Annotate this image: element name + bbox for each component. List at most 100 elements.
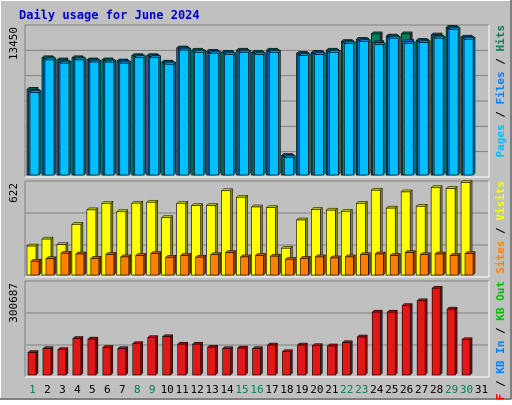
bar-pages-day-5-face <box>89 61 100 176</box>
bar-sites-day-10-face <box>165 257 175 276</box>
panel-top-legend-item-2: Files <box>494 71 507 104</box>
bar-sites-day-13-face <box>210 254 219 276</box>
bar-pages-day-17-face <box>269 52 279 176</box>
bar-kbf-day-17-face <box>267 344 276 376</box>
panel-top-legend: Pages / Files / Hits <box>494 25 507 158</box>
bar-sites-day-23-face <box>359 254 369 276</box>
bar-sites-day-21: Sites 21: 118 <box>329 255 341 276</box>
x-tick-label-day-2: 2 <box>44 383 51 396</box>
bar-kbf-day-16: KB F 16: 88000 <box>251 346 264 376</box>
bar-pages-day-16-face <box>254 54 264 176</box>
bar-kbf-day-21: KB F 21: 97000 <box>326 343 338 376</box>
x-tick-label-day-17: 17 <box>265 383 278 396</box>
panel-bottom-legend: KB F / KB In / KB Out <box>494 281 507 400</box>
x-tick-label-day-8: 8 <box>134 383 141 396</box>
bar-sites-day-14-side <box>233 249 236 276</box>
bar-pages-day-13-face <box>209 53 219 176</box>
bar-pages-day-7-side <box>128 60 132 176</box>
bar-kbf-day-27: KB F 27: 248000 <box>416 298 428 376</box>
bar-pages-day-17: Pages 17: 11300 <box>268 49 282 176</box>
bar-pages-day-11: Pages 11: 11500 <box>179 47 192 176</box>
bar-pages-day-8-side <box>143 55 147 176</box>
panel-bottom-legend-item-2: KB In <box>494 341 507 374</box>
bar-sites-day-9: Sites 9: 148 <box>150 250 162 276</box>
bar-sites-day-5: Sites 5: 115 <box>90 255 102 276</box>
x-tick-label-day-15: 15 <box>235 383 248 396</box>
bar-pages-day-7-face <box>119 62 130 176</box>
bar-pages-day-13-side <box>218 50 221 176</box>
bar-sites-day-26-face <box>404 252 414 276</box>
panel-top-ymax-label: 13450 <box>7 27 20 60</box>
x-tick-label-day-30: 30 <box>460 383 473 396</box>
bar-pages-day-23: Pages 23: 12300 <box>358 38 371 176</box>
bar-pages-day-3-side <box>68 60 72 176</box>
panel-middle-ymax-label: 622 <box>7 183 20 203</box>
x-tick-label-day-9: 9 <box>149 383 156 396</box>
bar-kbf-day-16-side <box>260 346 263 376</box>
bar-pages-day-19-face <box>299 55 309 176</box>
bar-kbf-day-7-face <box>117 348 127 376</box>
x-tick-label-day-26: 26 <box>400 383 413 396</box>
panel-middle-legend: Sites / Visits <box>494 181 507 274</box>
x-tick-label-day-13: 13 <box>205 383 218 396</box>
panel-bottom: 300687 KB F / KB In / KB Out KB F 1: 75000… <box>7 280 507 405</box>
x-tick-label-day-14: 14 <box>220 383 234 396</box>
bar-pages-day-26-face <box>403 43 414 176</box>
bar-sites-day-27-face <box>419 254 429 276</box>
x-tick-label-day-4: 4 <box>74 383 81 396</box>
bar-kbf-day-13: KB F 13: 93000 <box>207 344 219 376</box>
bar-kbf-day-24-face <box>371 311 381 376</box>
bar-sites-day-11-face <box>180 255 189 276</box>
bar-kbf-day-20: KB F 20: 98000 <box>311 343 323 376</box>
bar-kbf-day-13-face <box>207 346 216 376</box>
bar-sites-day-13: Sites 13: 140 <box>210 252 222 276</box>
bar-sites-day-12-face <box>195 256 204 276</box>
bar-kbf-day-13-side <box>215 344 218 376</box>
bar-kbf-day-12: KB F 12: 103000 <box>192 341 204 376</box>
x-tick-label-day-21: 21 <box>325 383 338 396</box>
panel-middle-legend-item-1: / <box>494 221 507 241</box>
bar-pages-day-2: Pages 2: 10600 <box>44 57 57 176</box>
bar-kbf-day-12-face <box>192 343 201 376</box>
bar-sites-day-17-face <box>270 255 279 276</box>
bar-kbf-day-23: KB F 23: 127000 <box>356 334 368 376</box>
bar-pages-day-21: Pages 21: 11300 <box>328 49 341 176</box>
x-tick-label-day-10: 10 <box>161 383 174 396</box>
bar-kbf-day-19: KB F 19: 100000 <box>296 342 309 376</box>
x-tick-label-day-3: 3 <box>59 383 66 396</box>
bar-kbf-day-30: KB F 30: 118000 <box>461 337 473 376</box>
x-tick-label-day-27: 27 <box>415 383 428 396</box>
bar-pages-day-6-face <box>104 61 115 176</box>
x-axis: 1 2 3 4 5 6 7 8 9 10 11 12 13 14 15 16 17 18 19 20 21 22 23 24 2… <box>29 383 488 396</box>
bar-sites-day-21-face <box>330 257 339 276</box>
panel-bottom-legend-item-1: / <box>494 374 507 394</box>
x-tick-label-day-6: 6 <box>104 383 111 396</box>
bar-kbf-day-22-face <box>342 342 351 376</box>
bar-sites-day-7-side <box>128 254 132 276</box>
bar-kbf-day-23-face <box>356 336 366 376</box>
bar-sites-day-25: Sites 25: 135 <box>389 252 401 276</box>
bar-sites-day-5-face <box>90 258 100 276</box>
bar-kbf-day-10-side <box>170 334 173 376</box>
bar-pages-day-21-face <box>329 52 339 176</box>
bar-kbf-day-24: KB F 24: 210000 <box>371 309 383 376</box>
bar-kbf-day-5-face <box>87 338 97 376</box>
panel-top-legend-item-1: / <box>494 105 507 125</box>
bar-pages-day-6-side <box>113 59 117 176</box>
bar-pages-day-24: Pages 24: 12000 <box>373 42 386 176</box>
bar-sites-day-24: Sites 24: 145 <box>374 251 386 276</box>
x-tick-label-day-7: 7 <box>119 383 126 396</box>
bar-sites-day-2-face <box>45 258 55 276</box>
bar-sites-day-6-face <box>105 254 115 276</box>
bar-pages-day-20-face <box>314 54 324 176</box>
x-tick-label-day-18: 18 <box>280 383 293 396</box>
bar-pages-day-3: Pages 3: 10300 <box>59 60 72 176</box>
bar-pages-day-22-face <box>344 43 354 176</box>
bar-kbf-day-14-side <box>230 346 233 376</box>
bar-kbf-day-28-face <box>431 287 441 376</box>
bar-kbf-day-8: KB F 8: 105000 <box>132 340 144 376</box>
panel-bottom-legend-item-3: / <box>494 321 507 341</box>
bar-kbf-day-20-face <box>312 345 321 376</box>
bar-kbf-day-29: KB F 29: 220000 <box>446 306 458 376</box>
